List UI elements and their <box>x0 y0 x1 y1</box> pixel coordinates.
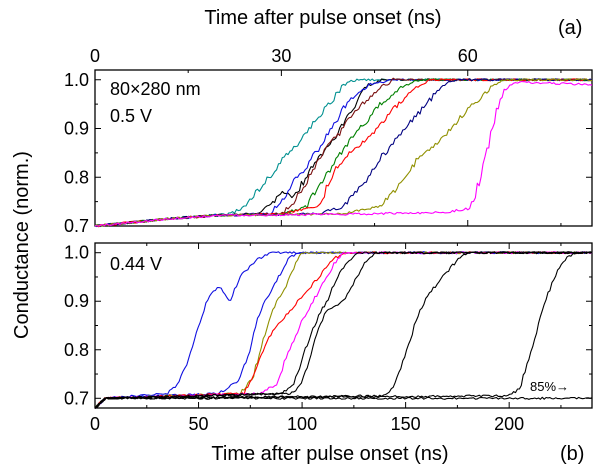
panel-a-series-line <box>94 78 593 228</box>
panel-b-xtick-label: 100 <box>287 414 317 434</box>
panel-b-series-line <box>94 251 593 409</box>
panel-b-xtick-label: 0 <box>90 414 100 434</box>
panel-a-series-line <box>94 78 593 227</box>
panel-a-series-line <box>95 78 593 228</box>
panel-a-annotation-size: 80×280 nm <box>110 79 201 99</box>
panel-a-tag: (a) <box>558 17 582 39</box>
panel-a: 0 30 60 0.7 0.8 0.9 1.0 80×280 nm 0.5 V <box>64 46 593 236</box>
panel-a-frame <box>94 69 593 227</box>
panel-a-ytick-label: 0.9 <box>64 119 89 139</box>
bottom-axis-label: Time after pulse onset (ns) <box>211 443 448 465</box>
panel-b-series-line <box>94 251 593 409</box>
panel-b-series-line <box>94 396 593 409</box>
panel-b-series-line <box>94 251 593 409</box>
panel-b-annotation-85pct: 85%→ <box>530 379 569 394</box>
panel-a-ytick-label: 1.0 <box>64 70 89 90</box>
panel-b-xtick-label: 150 <box>391 414 421 434</box>
panel-b-tag: (b) <box>560 443 584 465</box>
panel-b-ticks: 0 50 100 150 200 0.7 0.8 0.9 1.0 <box>64 243 592 434</box>
y-axis-label: Conductance (norm.) <box>11 151 33 339</box>
panel-a-series-line <box>94 80 593 227</box>
panel-b-series-line <box>94 251 593 409</box>
panel-b-xtick-label: 50 <box>189 414 209 434</box>
panel-b-annotation-voltage: 0.44 V <box>110 254 162 274</box>
panel-a-xtick-label: 60 <box>458 46 478 66</box>
panel-a-ticks: 0 30 60 0.7 0.8 0.9 1.0 <box>64 46 592 236</box>
panel-b-series-line <box>94 251 593 409</box>
panel-a-lines <box>94 77 593 228</box>
panel-a-series-line <box>94 78 593 228</box>
panel-b-ytick-label: 0.9 <box>64 291 89 311</box>
panel-a-xtick-label: 30 <box>271 46 291 66</box>
panel-b-ytick-label: 0.7 <box>64 388 89 408</box>
panel-b: 0 50 100 150 200 0.7 0.8 0.9 1.0 0.44 V 85%→ <box>64 242 593 434</box>
panel-b-series-line <box>94 251 593 409</box>
panel-b-lines <box>94 251 593 409</box>
panel-a-ytick-label: 0.8 <box>64 167 89 187</box>
panel-b-ytick-label: 0.8 <box>64 340 89 360</box>
panel-a-series-line <box>94 78 593 227</box>
panel-a-annotation-voltage: 0.5 V <box>110 106 152 126</box>
panel-b-series-line <box>94 251 593 409</box>
panel-b-ytick-label: 1.0 <box>64 243 89 263</box>
panel-a-series-line <box>94 77 593 227</box>
panel-b-series-line <box>94 251 593 409</box>
panel-a-xtick-label: 0 <box>90 46 100 66</box>
panel-a-series-line <box>94 78 593 228</box>
panel-b-xtick-label: 200 <box>494 414 524 434</box>
panel-b-series-line <box>94 251 593 409</box>
panel-a-ytick-label: 0.7 <box>64 216 89 236</box>
panel-a-series-line <box>94 78 593 227</box>
top-axis-label: Time after pulse onset (ns) <box>204 7 441 29</box>
